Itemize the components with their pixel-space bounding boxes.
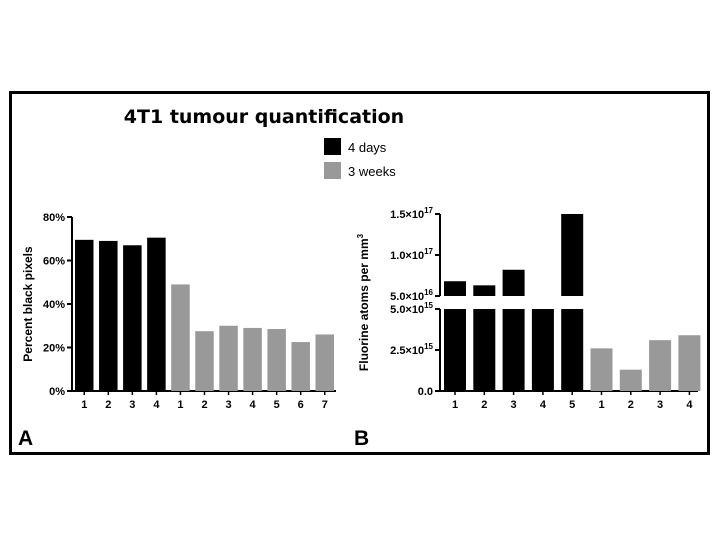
bar	[147, 237, 166, 391]
y-tick-label-a: 60%	[43, 256, 65, 268]
bar	[678, 335, 701, 391]
y-tick-label-a: 80%	[43, 212, 65, 224]
bar	[502, 269, 525, 296]
x-tick-label-a: 2	[105, 399, 111, 411]
y-tick-label-b: 2.5×1015	[390, 342, 433, 357]
bar	[171, 284, 190, 391]
x-tick-label-b: 5	[569, 399, 575, 411]
panel-label-a: A	[18, 427, 33, 450]
legend-label-4-days: 4 days	[348, 140, 387, 155]
chart-panel-a: 0% 20% 40% 60% 80% Percent black pixels 1 2 3 4 1 2…	[21, 212, 336, 411]
panel-label-b: B	[354, 427, 369, 450]
x-tick-label-a: 6	[298, 399, 304, 411]
bar-lower-part	[444, 309, 466, 391]
x-tick-label-a: 2	[201, 399, 207, 411]
bar	[99, 240, 118, 391]
bar	[267, 329, 286, 391]
y-tick-label-a: 20%	[43, 343, 65, 355]
bar	[75, 239, 94, 391]
bar	[649, 340, 672, 391]
x-tick-label-a: 4	[250, 399, 257, 411]
x-tick-label-b: 2	[628, 399, 634, 411]
x-tick-label-a: 1	[177, 399, 183, 411]
x-tick-label-a: 7	[322, 399, 328, 411]
bar-lower-part	[502, 309, 525, 391]
legend-swatch-3-weeks	[324, 162, 341, 179]
y-tick-label-b: 5.0×1016	[390, 288, 433, 303]
y-tick-label-b: 5.0×1015	[390, 301, 433, 316]
y-axis-title-a: Percent black pixels	[21, 246, 35, 362]
x-tick-label-b: 3	[657, 399, 663, 411]
y-tick-label-b: 1.5×1017	[390, 206, 433, 221]
x-tick-label-a: 3	[225, 399, 231, 411]
bar	[590, 348, 613, 391]
legend-label-3-weeks: 3 weeks	[348, 164, 396, 179]
bar	[243, 327, 262, 391]
x-tick-label-b: 1	[598, 399, 604, 411]
bar	[315, 334, 334, 391]
figure-frame: 4T1 tumour quantification 4 days 3 weeks…	[9, 91, 710, 455]
legend: 4 days 3 weeks	[324, 138, 396, 179]
bar	[619, 369, 642, 391]
x-tick-label-b: 2	[481, 399, 487, 411]
x-tick-label-b: 4	[540, 399, 547, 411]
figure-canvas: 4T1 tumour quantification 4 days 3 weeks…	[18, 106, 701, 450]
x-tick-label-a: 3	[129, 399, 135, 411]
x-tick-label-b: 1	[452, 399, 458, 411]
bar-lower-part	[473, 309, 496, 391]
y-tick-label-a: 40%	[43, 299, 65, 311]
bar-lower-part	[561, 309, 584, 391]
y-tick-label-a: 0%	[49, 386, 65, 398]
bar	[291, 342, 310, 391]
x-tick-label-b: 3	[511, 399, 517, 411]
legend-swatch-4-days	[324, 138, 341, 155]
bar	[219, 325, 238, 391]
bar	[444, 281, 466, 296]
bar	[561, 214, 584, 296]
bar	[473, 285, 496, 296]
bar	[123, 245, 142, 391]
y-tick-label-b: 0.0	[418, 386, 433, 398]
bar	[195, 331, 214, 391]
y-tick-label-b: 1.0×1017	[390, 247, 433, 262]
x-tick-label-a: 1	[81, 399, 87, 411]
x-tick-label-b: 4	[686, 399, 693, 411]
x-tick-label-a: 5	[274, 399, 280, 411]
x-tick-label-a: 4	[153, 399, 160, 411]
figure-title: 4T1 tumour quantification	[124, 106, 404, 128]
y-axis-title-b: Fluorine atoms per mm3	[356, 233, 371, 371]
bar	[531, 309, 554, 391]
